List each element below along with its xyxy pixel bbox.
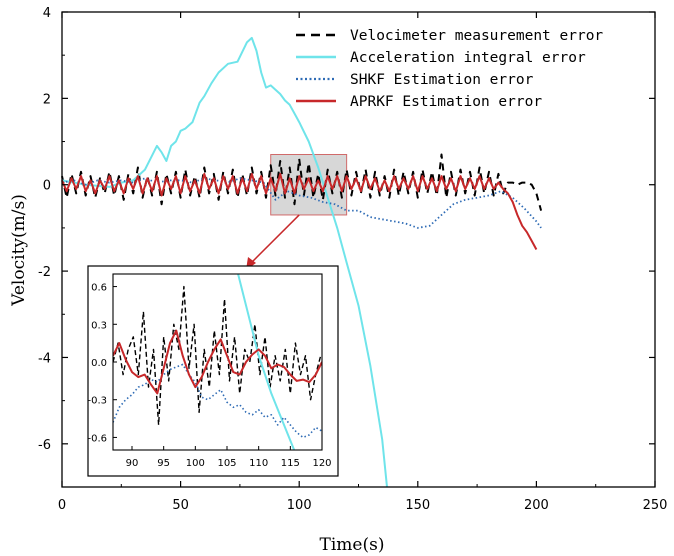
inset-y-tick-label: 0.0 [91,358,107,369]
main-series-line-2 [61,36,388,488]
y-tick-label: 4 [43,6,51,21]
legend-label-2: Acceleration integral error [350,50,586,66]
y-tick-label: 0 [43,179,51,194]
inset-x-tick-label: 120 [312,458,331,469]
x-tick-label: 50 [172,498,189,513]
y-tick-label: -6 [38,438,51,453]
zoom-arrow-line [248,214,300,266]
legend-label-4: APRKF Estimation error [350,94,542,110]
x-tick-label: 250 [643,498,668,513]
y-tick-label: 2 [43,92,51,107]
inset-series-line-4 [113,329,322,395]
inset-plot: 90 95 100 105 110 115 120 0.6 0.3 0.0 -0.3 -0.6 [87,265,339,477]
inset-series-line-2 [237,274,296,450]
legend-label-1: Velocimeter measurement error [350,28,603,44]
x-tick-label: 0 [58,498,66,513]
x-tick-label: 150 [405,498,430,513]
legend: Velocimeter measurement error Acceleratio… [296,28,603,110]
inset-outer-box [87,265,339,477]
y-axis-title: Velocity(m/s) [9,194,29,307]
inset-x-tick-label: 90 [126,458,139,469]
x-tick-label: 100 [287,498,312,513]
main-series-line-1 [61,153,543,211]
inset-y-tick-label: -0.6 [87,433,107,444]
inset-x-tick-label: 95 [157,458,170,469]
inset-x-tick-label: 110 [249,458,268,469]
inset-y-tick-label: 0.6 [91,283,107,294]
x-axis-title: Time(s) [320,535,385,555]
inset-x-tick-label: 100 [186,458,205,469]
y-tick-label: -2 [38,265,51,280]
inset-x-tick-label: 115 [281,458,300,469]
legend-label-3: SHKF Estimation error [350,72,534,88]
main-plot: 0 50 100 150 200 250 -6 -4 -2 0 2 4 [38,6,667,513]
x-tick-label: 200 [524,498,549,513]
inset-x-tick-label: 105 [217,458,236,469]
inset-y-tick-label: -0.3 [87,396,107,407]
inset-series-group [113,274,322,450]
main-series-line-4 [61,172,538,250]
inset-series-line-1 [113,285,322,426]
y-tick-label: -4 [38,351,51,366]
inset-y-tick-label: 0.3 [91,320,107,331]
